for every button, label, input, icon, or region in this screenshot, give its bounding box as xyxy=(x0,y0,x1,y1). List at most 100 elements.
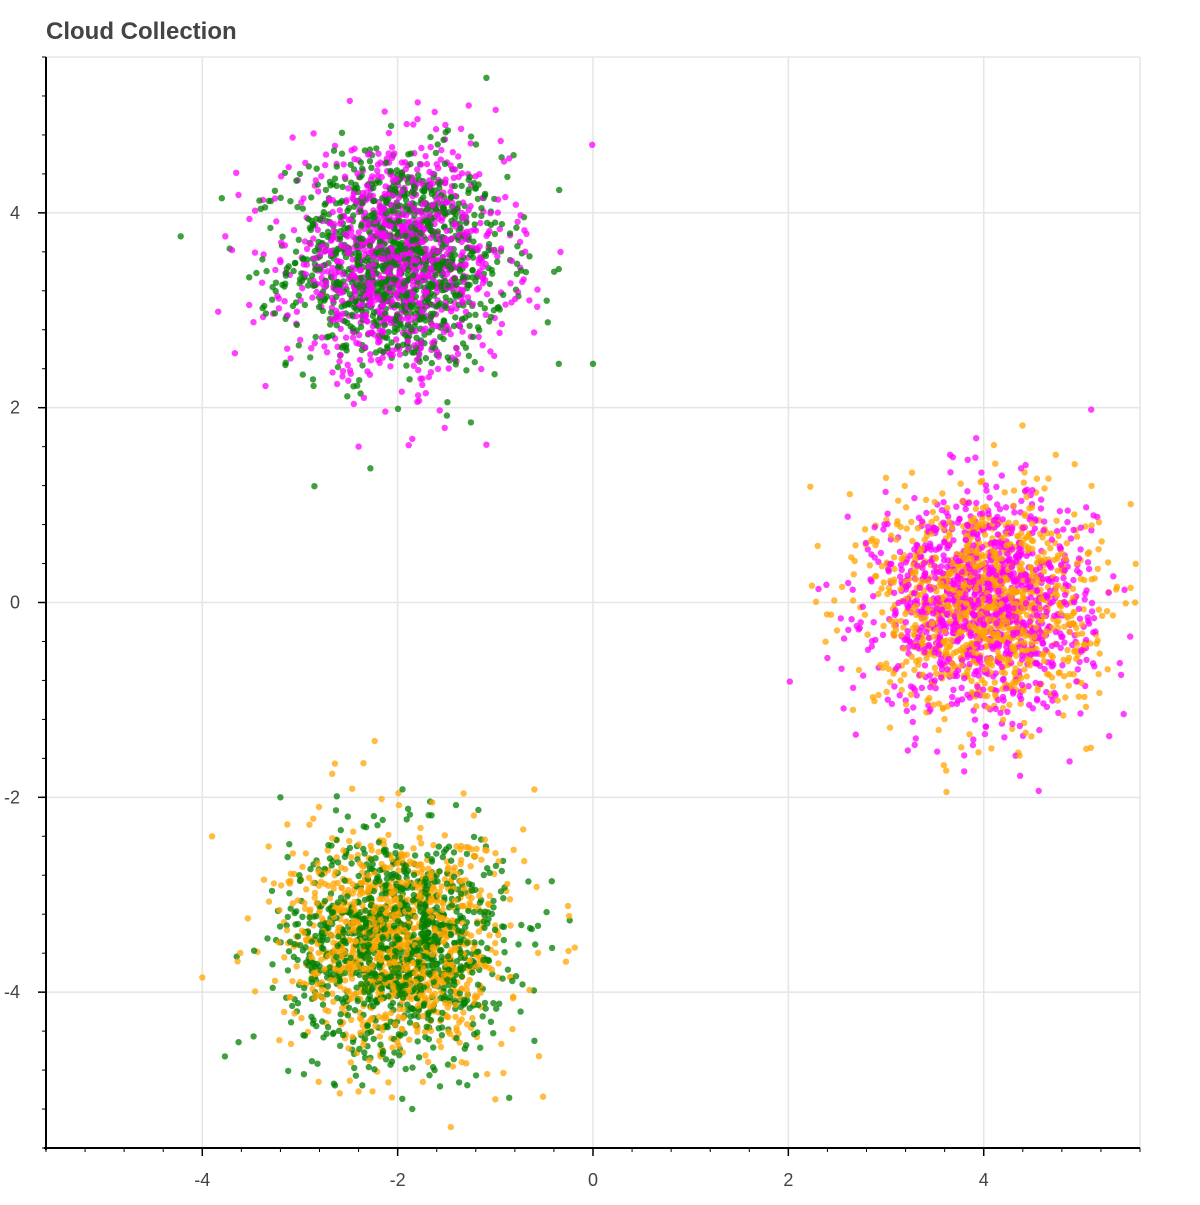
data-point xyxy=(1045,475,1051,481)
data-point xyxy=(368,165,374,171)
data-point xyxy=(306,920,312,926)
data-point xyxy=(366,330,372,336)
data-point xyxy=(531,329,537,335)
data-point xyxy=(941,716,947,722)
data-point xyxy=(415,1003,421,1009)
data-point xyxy=(276,295,282,301)
data-point xyxy=(961,768,967,774)
data-point xyxy=(938,563,944,569)
data-point xyxy=(394,1039,400,1045)
data-point xyxy=(334,287,340,293)
data-point xyxy=(429,171,435,177)
data-point xyxy=(434,348,440,354)
data-point xyxy=(272,195,278,201)
data-point xyxy=(495,960,501,966)
data-point xyxy=(334,163,340,169)
data-point xyxy=(1117,660,1123,666)
data-point xyxy=(1083,746,1089,752)
data-point xyxy=(432,926,438,932)
data-point xyxy=(337,1019,343,1025)
data-point xyxy=(1070,577,1076,583)
data-point xyxy=(881,579,887,585)
data-point xyxy=(453,345,459,351)
data-point xyxy=(315,188,321,194)
data-point xyxy=(532,941,538,947)
data-point xyxy=(222,233,228,239)
data-point xyxy=(1046,578,1052,584)
data-point xyxy=(469,274,475,280)
data-point xyxy=(1070,527,1076,533)
data-point xyxy=(514,271,520,277)
data-point xyxy=(944,703,950,709)
data-point xyxy=(879,609,885,615)
data-point xyxy=(235,1039,241,1045)
data-point xyxy=(476,327,482,333)
data-point xyxy=(436,1038,442,1044)
data-point xyxy=(498,888,504,894)
data-point xyxy=(289,1003,295,1009)
data-point xyxy=(429,799,435,805)
data-point xyxy=(471,909,477,915)
data-point xyxy=(418,976,424,982)
data-point xyxy=(472,221,478,227)
data-point xyxy=(418,145,424,151)
data-point xyxy=(1019,682,1025,688)
data-point xyxy=(253,270,259,276)
data-point xyxy=(1050,683,1056,689)
data-point xyxy=(473,1072,479,1078)
data-point xyxy=(313,177,319,183)
data-point xyxy=(502,301,508,307)
data-point xyxy=(414,357,420,363)
data-point xyxy=(850,707,856,713)
data-point xyxy=(272,267,278,273)
data-point xyxy=(452,864,458,870)
data-point xyxy=(389,144,395,150)
data-point xyxy=(430,1044,436,1050)
data-point xyxy=(345,813,351,819)
data-point xyxy=(870,593,876,599)
data-point xyxy=(286,948,292,954)
data-point xyxy=(897,692,903,698)
data-point xyxy=(456,1079,462,1085)
data-point xyxy=(375,335,381,341)
data-point xyxy=(1003,685,1009,691)
data-point xyxy=(345,378,351,384)
data-point xyxy=(466,323,472,329)
data-point xyxy=(856,667,862,673)
data-point xyxy=(517,212,523,218)
data-point xyxy=(959,685,965,691)
data-point xyxy=(465,908,471,914)
data-point xyxy=(1017,723,1023,729)
data-point xyxy=(1105,559,1111,565)
data-point xyxy=(509,1026,515,1032)
data-point xyxy=(476,171,482,177)
data-point xyxy=(337,207,343,213)
data-point xyxy=(384,1024,390,1030)
data-point xyxy=(864,631,870,637)
data-point xyxy=(269,961,275,967)
data-point xyxy=(232,350,238,356)
data-point xyxy=(362,344,368,350)
data-point xyxy=(1066,758,1072,764)
data-point xyxy=(1095,546,1101,552)
data-point xyxy=(1064,613,1070,619)
data-point xyxy=(290,268,296,274)
data-point xyxy=(1105,590,1111,596)
data-point xyxy=(465,844,471,850)
data-point xyxy=(488,1019,494,1025)
data-point xyxy=(440,939,446,945)
data-point xyxy=(358,324,364,330)
data-point xyxy=(534,304,540,310)
data-point xyxy=(898,677,904,683)
data-point xyxy=(294,322,300,328)
data-point xyxy=(911,495,917,501)
data-point xyxy=(359,166,365,172)
data-point xyxy=(501,949,507,955)
data-point xyxy=(501,937,507,943)
data-point xyxy=(506,1095,512,1101)
data-point xyxy=(477,220,483,226)
data-point xyxy=(300,195,306,201)
data-point xyxy=(410,845,416,851)
data-point xyxy=(498,138,504,144)
